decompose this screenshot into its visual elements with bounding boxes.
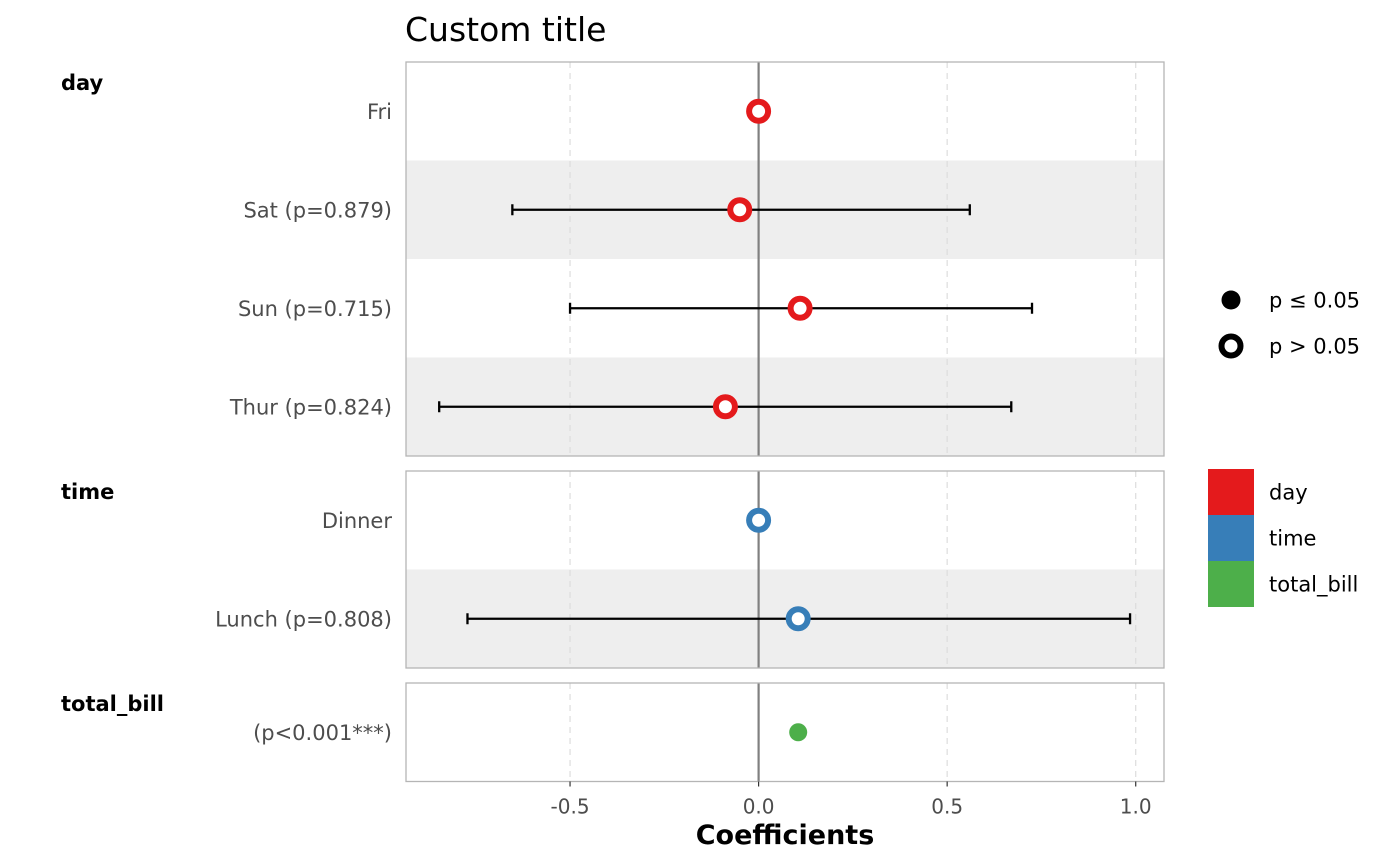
group-legend: day time total_bill bbox=[1208, 469, 1358, 607]
chart-title: Custom title bbox=[405, 10, 606, 49]
legend-label: day bbox=[1269, 481, 1308, 505]
term-label: Lunch (p=0.808) bbox=[215, 607, 392, 631]
legend-label: total_bill bbox=[1269, 573, 1358, 598]
panel-border bbox=[405, 61, 1165, 457]
estimate-point bbox=[787, 295, 813, 321]
facet-label-day: day bbox=[61, 71, 104, 95]
panel-border bbox=[405, 470, 1165, 669]
facet-label-time: time bbox=[61, 480, 114, 504]
legend-hollow-dot bbox=[1218, 333, 1244, 359]
significance-legend: p ≤ 0.05 p > 0.05 bbox=[1218, 289, 1360, 359]
x-tick-label: 0.0 bbox=[743, 795, 775, 819]
legend-label: time bbox=[1269, 527, 1316, 551]
estimate-point bbox=[712, 394, 738, 420]
term-label: Fri bbox=[367, 100, 392, 124]
facet-panel-time: time Dinner Lunch (p=0.808) bbox=[61, 470, 1165, 669]
facet-panel-total_bill: total_bill (p<0.001***) bbox=[61, 682, 1165, 783]
legend-swatch bbox=[1208, 469, 1254, 515]
term-label: Thur (p=0.824) bbox=[229, 395, 392, 419]
x-tick-label: 0.5 bbox=[931, 795, 963, 819]
estimate-point bbox=[727, 197, 753, 223]
x-tick-label: 1.0 bbox=[1120, 795, 1152, 819]
facet-label-total_bill: total_bill bbox=[61, 692, 164, 716]
legend-swatch bbox=[1208, 515, 1254, 561]
facet-panels: day Fri Sat (p=0.879) Sun (p=0.715) Thur (p=… bbox=[61, 61, 1165, 783]
legend-label: p > 0.05 bbox=[1269, 335, 1360, 359]
term-label: Dinner bbox=[322, 509, 393, 533]
legend-filled-dot bbox=[1221, 290, 1241, 310]
term-label: (p<0.001***) bbox=[253, 721, 392, 745]
panel-border bbox=[405, 682, 1165, 783]
estimate-point bbox=[785, 606, 811, 632]
estimate-point bbox=[746, 98, 772, 124]
term-label: Sun (p=0.715) bbox=[238, 297, 392, 321]
term-label: Sat (p=0.879) bbox=[243, 198, 392, 222]
x-axis: -0.5 0.0 0.5 1.0 bbox=[551, 781, 1152, 819]
legend-swatch bbox=[1208, 561, 1254, 607]
facet-panel-day: day Fri Sat (p=0.879) Sun (p=0.715) Thur (p=… bbox=[61, 61, 1165, 457]
estimate-point bbox=[746, 507, 772, 533]
estimate-point bbox=[789, 723, 808, 742]
x-axis-title: Coefficients bbox=[696, 820, 875, 851]
x-tick-label: -0.5 bbox=[551, 795, 590, 819]
legend-label: p ≤ 0.05 bbox=[1269, 289, 1360, 313]
